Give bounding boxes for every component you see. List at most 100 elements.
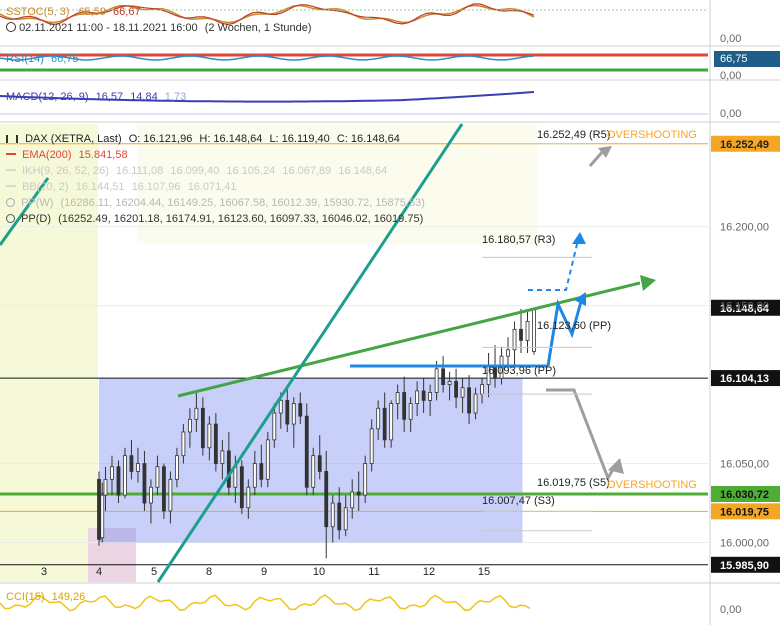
ema-label[interactable]: EMA(200): [22, 149, 72, 161]
sstoc-value-2: 66,67: [113, 6, 141, 18]
ikh-value-5: 16.148,64: [338, 165, 388, 177]
candle-body: [480, 384, 484, 395]
price-badge: [711, 503, 780, 520]
x-tick-label: 10: [313, 566, 325, 578]
candle-body: [142, 463, 147, 504]
price-legend: DAX (XETRA, Last) O: 16.121,96 H: 16.148…: [6, 131, 425, 227]
candle-body: [116, 466, 121, 496]
candle-body: [343, 507, 348, 531]
candle-body: [317, 455, 322, 472]
candle-body: [415, 390, 420, 404]
candle-body: [278, 399, 283, 414]
ema-value: 15.841,58: [78, 149, 128, 161]
price-badge-label: 16.252,49: [720, 139, 769, 151]
candle-body: [337, 502, 342, 531]
candle-body: [226, 450, 231, 488]
pivot-level-label: 16.007,47 (S3): [482, 495, 555, 507]
bb-value-3: 16.071,41: [187, 181, 237, 193]
candle-body: [304, 415, 309, 488]
legend-row-bb: BB(20, 2) 16.144,51 16.107,96 16.071,41: [6, 179, 425, 195]
ppd-icon: [6, 214, 15, 223]
candle-body: [356, 491, 361, 496]
forecast-path-dashed: [528, 239, 579, 291]
candle-body: [525, 321, 530, 341]
ppw-values: (16286.11, 16204.44, 16149.25, 16067.58,…: [60, 197, 425, 209]
price-badge-label: 16.030,72: [720, 489, 769, 501]
clock-icon: [6, 22, 16, 32]
candle-body: [265, 439, 270, 480]
cci-value: 149,26: [51, 591, 86, 603]
pivot-level-label: 16.180,57 (R3): [482, 234, 555, 246]
candle-body: [213, 423, 218, 464]
candle-body: [252, 463, 257, 488]
ikh-label[interactable]: IKH(9, 26, 52, 26): [22, 165, 109, 177]
sstoc-value-1: 65,59: [78, 6, 106, 18]
ikh-value-1: 16.111,08: [115, 165, 164, 177]
legend-row-ema: EMA(200) 15.841,58: [6, 147, 425, 163]
macd-value-2: 14,84: [130, 91, 158, 103]
rsi-label[interactable]: RSI(14): [6, 53, 44, 65]
candle-body: [363, 463, 368, 496]
candle-body: [136, 463, 140, 472]
x-tick-label: 8: [206, 566, 212, 578]
price-badge: [711, 370, 780, 387]
price-badge: [711, 556, 780, 573]
candle-body: [369, 428, 374, 464]
range-rectangle: [99, 378, 523, 543]
candle-body: [460, 387, 465, 398]
pivot-level-label: 16.123,60 (PP): [537, 320, 611, 332]
candle-body: [376, 407, 381, 430]
overshooting-label: OVERSHOOTING: [607, 129, 697, 141]
trend-line-green: [177, 281, 641, 398]
candle-body: [194, 407, 199, 420]
candle-body: [408, 403, 413, 420]
candle-body: [519, 328, 523, 341]
candle-body: [506, 349, 510, 357]
forecast-arrow-blue: [574, 292, 586, 306]
candle-body: [207, 423, 212, 449]
forecast-path-grey-top: [588, 149, 606, 167]
ohlc-low: L: 16.119,40: [269, 133, 330, 145]
candle-body: [434, 368, 439, 393]
pivot-level-label: 16.093,96 (PP): [482, 365, 556, 377]
ppd-values: (16252.49, 16201.18, 16174.91, 16123.60,…: [58, 213, 424, 225]
candle-body: [246, 486, 251, 509]
legend-row-ppd: PP(D) (16252.49, 16201.18, 16174.91, 161…: [6, 211, 425, 227]
forecast-path-grey: [546, 388, 618, 482]
macd-label[interactable]: MACD(12, 26, 9): [6, 91, 89, 103]
ohlc-high: H: 16.148,64: [199, 133, 263, 145]
candle-body: [187, 418, 192, 433]
legend-row-ppw: PP(W) (16286.11, 16204.44, 16149.25, 160…: [6, 195, 425, 211]
cci-zero-tick: 0,00: [720, 604, 742, 616]
rsi-zero-tick: 0,00: [720, 70, 742, 82]
ppd-label[interactable]: PP(D): [21, 213, 52, 225]
ikh-value-2: 16.099,40: [170, 165, 220, 177]
forecast-arrow-dashed: [572, 232, 586, 244]
trend-arrow-head: [640, 275, 656, 291]
sstoc-line-2: [0, 3, 535, 26]
candle-body: [100, 494, 105, 539]
rsi-value: 66,75: [50, 53, 79, 65]
y-tick-label: 16.000,00: [720, 538, 769, 550]
candle-body: [428, 392, 433, 401]
instrument-label[interactable]: DAX (XETRA, Last): [25, 133, 122, 145]
sstoc-label[interactable]: SSTOC(5, 3): [6, 6, 70, 18]
ohlc-close: C: 16.148,64: [336, 133, 400, 145]
candle-body: [103, 478, 108, 496]
ppw-label[interactable]: PP(W): [21, 197, 54, 209]
cci-label[interactable]: CCI(15): [6, 591, 45, 603]
candle-body: [324, 471, 329, 528]
price-badge: [711, 486, 780, 503]
x-tick-label: 11: [368, 566, 379, 578]
candle-body: [402, 392, 407, 420]
y-tick-label: 16.050,00: [720, 459, 769, 471]
forecast-arrow-grey: [608, 458, 624, 474]
price-badge-label: 16.104,13: [720, 373, 769, 385]
pivot-level-label: 16.252,49 (R5): [537, 129, 610, 141]
bb-label[interactable]: BB(20, 2): [22, 181, 69, 193]
candle-body: [162, 466, 166, 512]
macd-value-1: 16,57: [95, 91, 124, 103]
y-tick-label: 16.200,00: [720, 222, 769, 234]
